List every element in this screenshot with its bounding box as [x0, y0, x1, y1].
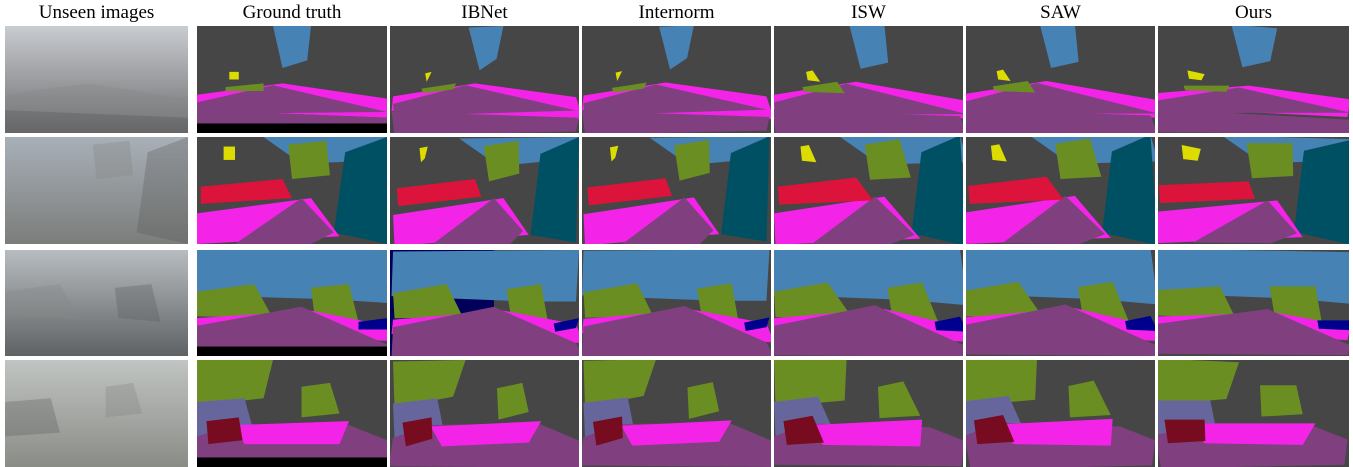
image-cell	[5, 360, 188, 467]
image-cell	[390, 137, 579, 244]
photo-detail	[5, 398, 60, 436]
image-cell	[197, 250, 387, 356]
image-cell	[197, 26, 387, 133]
image-cell	[197, 137, 387, 244]
image-cell	[5, 137, 188, 244]
figure: Unseen images Ground truth IBNet Interno…	[0, 0, 1353, 467]
image-cell	[774, 250, 963, 356]
segment	[197, 123, 387, 133]
column-header: Internorm	[582, 2, 771, 24]
image-cell	[582, 360, 771, 467]
image-cell	[5, 250, 188, 356]
segment	[197, 347, 387, 356]
image-cell	[582, 250, 771, 356]
segment	[235, 421, 349, 444]
image-cell	[197, 360, 387, 467]
image-cell	[582, 137, 771, 244]
image-cell	[966, 250, 1155, 356]
image-cell	[1158, 26, 1349, 133]
segment	[207, 417, 243, 444]
column-header: IBNet	[390, 2, 579, 24]
segment	[229, 72, 239, 80]
segment	[1260, 385, 1303, 416]
image-cell	[966, 26, 1155, 133]
column-header: Ours	[1158, 2, 1349, 24]
image-cell	[966, 137, 1155, 244]
column-header: Ground truth	[197, 2, 387, 24]
photo-detail	[93, 141, 133, 179]
image-cell	[774, 137, 963, 244]
segment	[197, 457, 387, 467]
segment	[1247, 143, 1294, 178]
column-header: ISW	[774, 2, 963, 24]
segment	[1164, 420, 1205, 444]
segment	[224, 147, 235, 160]
image-cell	[774, 360, 963, 467]
image-cell	[1158, 250, 1349, 356]
image-cell	[966, 360, 1155, 467]
image-cell	[390, 26, 579, 133]
column-header: Unseen images	[5, 2, 188, 24]
segment	[1317, 320, 1349, 330]
segment	[1193, 423, 1315, 444]
image-cell	[582, 26, 771, 133]
image-cell	[390, 250, 579, 356]
segment	[288, 141, 330, 179]
image-cell	[390, 360, 579, 467]
column-header: SAW	[966, 2, 1155, 24]
image-cell	[1158, 137, 1349, 244]
image-cell	[5, 26, 188, 133]
image-cell	[1158, 360, 1349, 467]
image-cell	[774, 26, 963, 133]
